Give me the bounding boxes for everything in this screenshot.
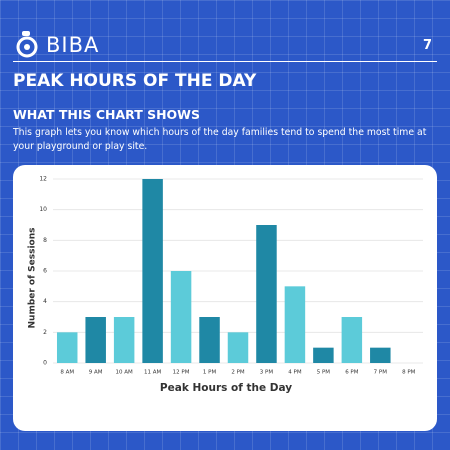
y-tick-label: 10 <box>39 206 47 213</box>
bar <box>199 317 220 363</box>
body-text: This graph lets you know which hours of … <box>13 127 427 138</box>
y-tick-label: 12 <box>39 176 47 183</box>
logo-icon <box>16 31 38 58</box>
page-title: PEAK HOURS OF THE DAY <box>13 71 257 91</box>
bar <box>313 347 334 363</box>
y-tick-label: 4 <box>43 298 47 305</box>
bar <box>227 332 249 363</box>
bar <box>56 332 78 363</box>
x-tick-label: 8 PM <box>402 370 416 376</box>
x-tick-label: 10 AM <box>116 370 134 376</box>
x-tick-label: 7 PM <box>374 370 388 376</box>
bar <box>142 179 163 363</box>
page-number: 7 <box>422 38 432 53</box>
x-tick-label: 1 PM <box>203 370 217 376</box>
x-tick-label: 8 AM <box>60 370 74 376</box>
bar <box>284 286 306 363</box>
x-tick-label: 3 PM <box>260 370 274 376</box>
x-axis-title: Peak Hours of the Day <box>160 382 292 394</box>
bar <box>113 317 135 363</box>
divider <box>13 61 437 62</box>
y-tick-label: 6 <box>43 268 47 275</box>
bar <box>85 317 106 363</box>
y-tick-label: 2 <box>43 329 47 336</box>
y-tick-label: 0 <box>43 360 47 367</box>
y-axis-title: Number of Sessions <box>28 228 38 329</box>
y-tick-label: 8 <box>43 237 47 244</box>
bar <box>256 225 277 363</box>
brand: BIBA <box>46 33 100 57</box>
chart: Number of Sessions Peak Hours of the Day… <box>28 176 423 394</box>
x-tick-label: 6 PM <box>345 370 359 376</box>
x-tick-label: 4 PM <box>288 370 302 376</box>
x-tick-label: 9 AM <box>89 370 103 376</box>
bar <box>370 347 391 363</box>
body-text: your playground or play site. <box>13 141 148 152</box>
bar <box>341 317 363 363</box>
section-heading: WHAT THIS CHART SHOWS <box>13 107 200 122</box>
x-tick-label: 5 PM <box>317 370 331 376</box>
x-tick-label: 11 AM <box>144 370 162 376</box>
bar <box>170 271 192 363</box>
chart-card: Number of Sessions Peak Hours of the Day… <box>13 165 437 431</box>
x-tick-label: 12 PM <box>173 370 190 376</box>
x-tick-label: 2 PM <box>231 370 245 376</box>
